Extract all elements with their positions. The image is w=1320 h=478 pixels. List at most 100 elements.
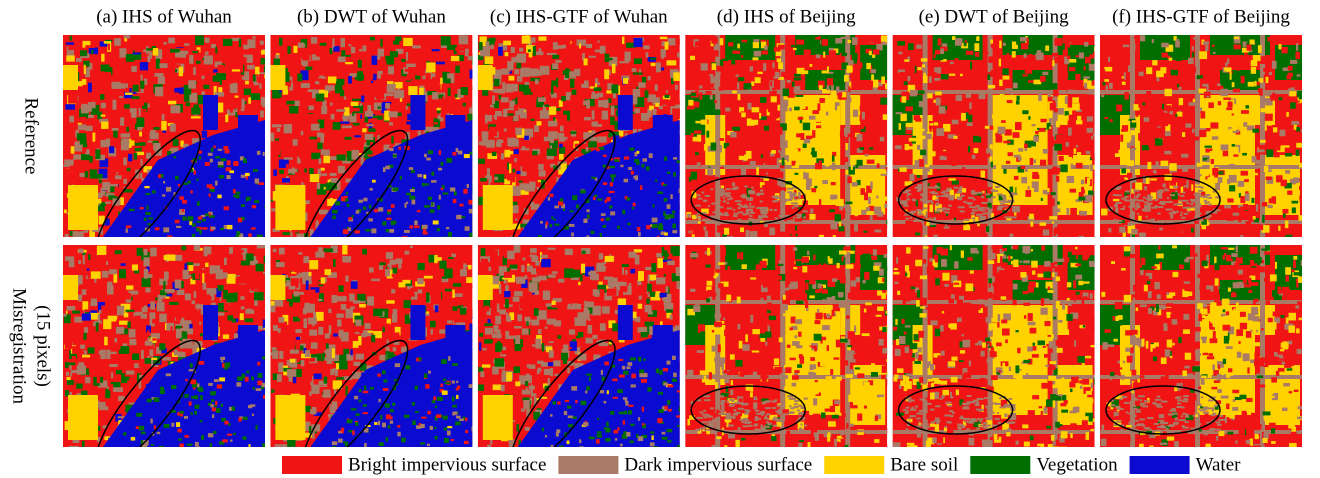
map-patch (735, 200, 742, 202)
map-patch (197, 203, 199, 206)
map-patch (1054, 38, 1062, 46)
map-patch (1252, 156, 1257, 163)
map-patch (1066, 142, 1069, 147)
map-patch (274, 145, 280, 155)
map-patch (772, 62, 774, 68)
map-patch (103, 368, 107, 370)
map-patch (88, 115, 94, 118)
map-patch (1233, 89, 1240, 93)
map-patch (1175, 117, 1182, 124)
map-patch (387, 209, 391, 211)
map-patch (692, 228, 697, 235)
map-patch (1055, 227, 1062, 234)
map-patch (233, 433, 236, 435)
map-patch (750, 161, 756, 165)
map-patch (120, 346, 129, 354)
map-patch (1199, 51, 1207, 59)
map-patch (395, 104, 400, 107)
map-patch (441, 109, 446, 118)
map-patch (321, 173, 327, 176)
map-patch (806, 178, 812, 186)
map-patch (453, 199, 457, 203)
map-patch (988, 85, 995, 88)
map-patch (145, 341, 153, 346)
map-patch (450, 187, 455, 191)
map-patch (873, 142, 876, 149)
map-patch (1170, 214, 1173, 218)
map-patch (669, 215, 672, 217)
map-patch (113, 159, 122, 168)
map-patch (1067, 115, 1069, 121)
map-patch (917, 209, 921, 211)
map-patch (108, 316, 118, 320)
map-patch (777, 58, 781, 62)
map-patch (751, 176, 755, 182)
map-patch (1169, 163, 1176, 170)
map-patch (184, 394, 188, 398)
map-patch (1155, 138, 1163, 145)
map-patch (431, 180, 436, 183)
map-patch (1160, 161, 1168, 166)
map-patch (737, 203, 741, 205)
map-patch (957, 191, 962, 193)
map-patch (262, 356, 266, 359)
map-patch (972, 155, 976, 159)
map-patch (159, 343, 165, 350)
map-patch (571, 233, 574, 237)
map-patch (175, 280, 182, 289)
map-patch (636, 160, 639, 165)
map-patch (893, 160, 901, 164)
map-patch (1221, 144, 1229, 150)
map-patch (761, 227, 768, 232)
map-patch (811, 188, 816, 192)
map-patch (239, 79, 243, 86)
map-patch (911, 66, 914, 72)
map-patch (874, 229, 881, 232)
map-patch (441, 36, 451, 45)
map-patch (559, 147, 565, 154)
map-patch (1189, 102, 1196, 106)
map-patch (1002, 68, 1008, 75)
map-patch (731, 171, 735, 175)
map-patch (579, 43, 581, 48)
map-patch (1020, 37, 1028, 41)
map-patch (787, 188, 793, 190)
map-patch (1151, 192, 1157, 199)
map-patch (109, 364, 117, 367)
map-patch (119, 269, 126, 278)
map-patch (1139, 233, 1146, 238)
map-patch (1297, 74, 1301, 76)
classification-map (893, 35, 1102, 243)
map-patch (994, 152, 997, 157)
map-patch (117, 306, 124, 316)
map-patch (810, 208, 813, 213)
map-patch (1076, 145, 1078, 147)
map-patch (202, 131, 207, 139)
map-patch (263, 395, 268, 399)
map-patch (387, 211, 391, 214)
map-patch (919, 212, 921, 214)
map-patch (680, 193, 684, 195)
map-patch (1083, 76, 1090, 78)
map-patch (368, 218, 372, 221)
map-patch (492, 152, 497, 156)
map-patch (422, 225, 428, 229)
map-patch (829, 50, 836, 57)
map-patch (297, 152, 306, 157)
map-patch (803, 144, 807, 148)
map-patch (794, 86, 801, 93)
map-patch (703, 226, 706, 230)
map-patch (845, 202, 852, 205)
map-patch (936, 55, 943, 60)
map-patch (1290, 102, 1296, 108)
map-patch (141, 75, 143, 81)
map-patch (470, 86, 478, 90)
map-patch (1228, 102, 1233, 108)
map-patch (202, 273, 204, 283)
map-patch (1103, 82, 1106, 85)
map-patch (128, 154, 132, 161)
map-patch (632, 207, 634, 210)
map-patch (502, 57, 511, 61)
map-patch (80, 50, 87, 56)
map-patch (431, 202, 433, 206)
